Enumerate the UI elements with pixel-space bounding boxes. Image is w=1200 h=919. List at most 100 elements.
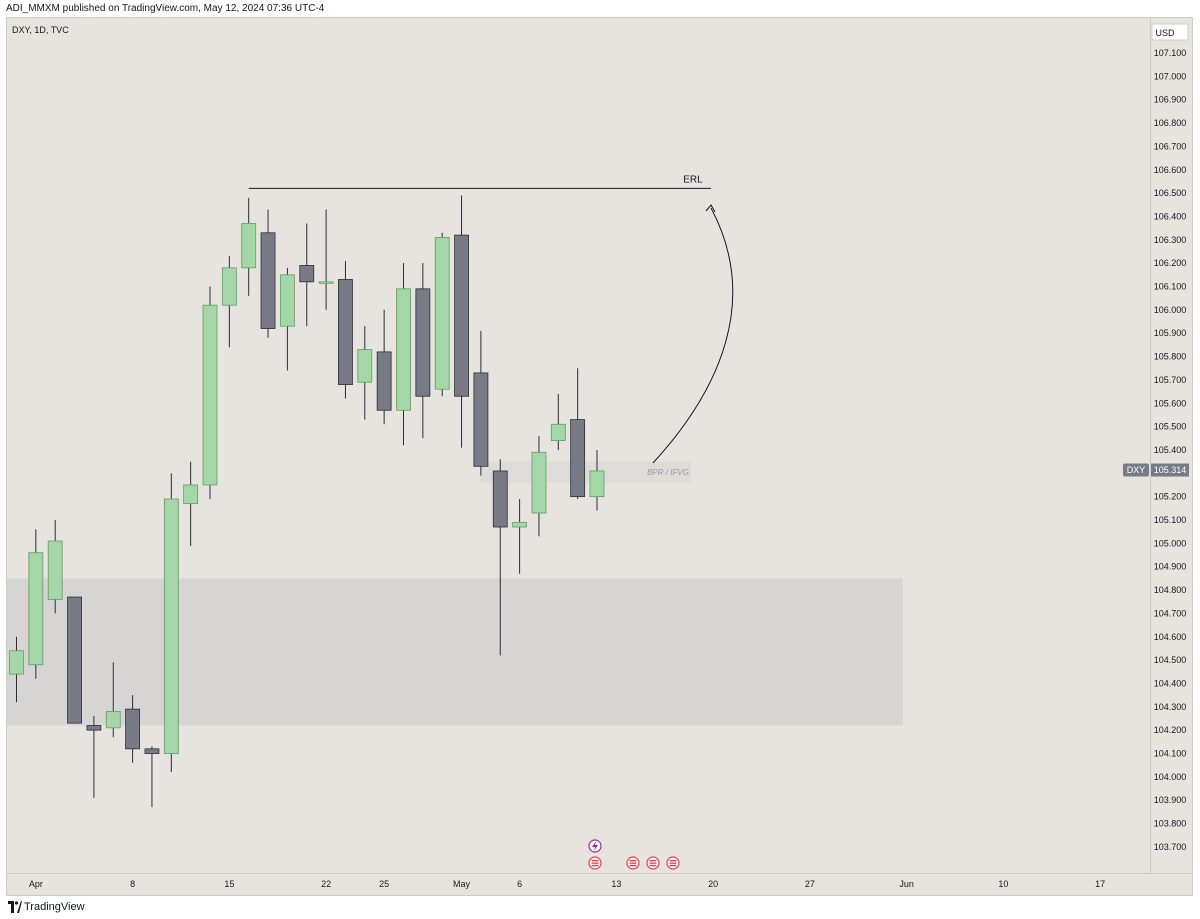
price-tick-label: 104.600: [1154, 632, 1187, 642]
price-tick-label: 106.900: [1154, 95, 1187, 105]
candle-body: [492, 470, 508, 528]
candle-body: [376, 351, 392, 411]
price-tick-label: 105.600: [1154, 398, 1187, 408]
price-tick-label: 104.100: [1154, 749, 1187, 759]
candle-body: [47, 540, 63, 600]
publish-header: ADI_MMXM published on TradingView.com, M…: [0, 0, 1200, 17]
price-tick-label: 106.000: [1154, 305, 1187, 315]
price-tick-label: 106.500: [1154, 188, 1187, 198]
symbol-info: DXY, 1D, TVC: [12, 25, 69, 35]
candle-body: [241, 223, 257, 269]
candle-body: [550, 423, 566, 442]
candle-body: [86, 725, 102, 731]
support-zone: [7, 578, 903, 726]
time-tick-label: 17: [1095, 879, 1105, 889]
price-tick-label: 103.900: [1154, 795, 1187, 805]
footer: TradingView: [0, 896, 1200, 919]
candle-body: [338, 279, 353, 385]
price-tick-label: 105.100: [1154, 515, 1187, 525]
time-tick-label: May: [453, 879, 471, 889]
price-tick-label: 104.700: [1154, 608, 1187, 618]
time-axis[interactable]: Apr 8 15 22 25 May 6 13 20 27 Jun 10 17: [29, 879, 1105, 889]
price-tick-label: 103.800: [1154, 819, 1187, 829]
price-tick-label: 104.800: [1154, 585, 1187, 595]
candle-body: [125, 708, 140, 750]
candlestick-chart[interactable]: BPR / IFVG ERL 107.100 107.000 106.900 106.…: [0, 0, 1200, 896]
time-tick-label: 13: [611, 879, 621, 889]
price-tick-label: 104.200: [1154, 725, 1187, 735]
time-tick-label: 8: [130, 879, 135, 889]
price-tick-label: 104.000: [1154, 772, 1187, 782]
candle-body: [318, 281, 334, 284]
price-tick-label: 105.400: [1154, 445, 1187, 455]
price-tick-label: 105.800: [1154, 352, 1187, 362]
time-tick-label: 6: [517, 879, 522, 889]
projection-arrow[interactable]: [652, 207, 734, 464]
price-axis[interactable]: 107.100 107.000 106.900 106.800 106.700 106.6…: [1154, 48, 1187, 852]
price-tick-label: 105.200: [1154, 492, 1187, 502]
price-tick-label: 105.900: [1154, 328, 1187, 338]
price-tick-label: 106.400: [1154, 211, 1187, 221]
currency-box[interactable]: [1151, 23, 1189, 41]
candle-body: [512, 521, 527, 528]
price-tick-label: 104.900: [1154, 562, 1187, 572]
tradingview-logo-icon: [8, 901, 22, 913]
price-tick-label: 107.000: [1154, 71, 1187, 81]
economic-event-flag-icon[interactable]: [626, 856, 640, 870]
price-tick-label: 104.400: [1154, 678, 1187, 688]
candle-body: [473, 372, 489, 467]
time-tick-label: Jun: [899, 879, 914, 889]
economic-event-flag-icon[interactable]: [588, 856, 602, 870]
candle-body: [260, 232, 276, 329]
candle-body: [396, 288, 411, 411]
candle-body: [454, 234, 469, 397]
price-tick-label: 105.700: [1154, 375, 1187, 385]
time-tick-label: 25: [379, 879, 389, 889]
candle-body: [570, 419, 586, 498]
candle-body: [163, 498, 179, 754]
time-tick-label: Apr: [29, 879, 43, 889]
price-tick-label: 107.100: [1154, 48, 1187, 58]
bpr-ifvg-label: BPR / IFVG: [647, 468, 689, 477]
price-tick-label: 106.300: [1154, 235, 1187, 245]
published-text: ADI_MMXM published on TradingView.com, M…: [6, 3, 325, 14]
currency-label: USD: [1155, 28, 1175, 38]
candle-body: [357, 349, 373, 383]
candle-body: [279, 274, 295, 327]
candle-body: [434, 237, 450, 390]
time-tick-label: 27: [805, 879, 815, 889]
price-tick-label: 106.600: [1154, 165, 1187, 175]
candle-body: [9, 650, 24, 675]
economic-event-flag-icon[interactable]: [666, 856, 680, 870]
arrow-head: [705, 204, 716, 213]
price-tick-label: 106.700: [1154, 141, 1187, 151]
price-tick-label: 106.100: [1154, 282, 1187, 292]
candle-body: [67, 596, 82, 724]
candle-body: [415, 288, 431, 397]
price-tick-label: 105.000: [1154, 538, 1187, 548]
economic-event-flag-icon[interactable]: [646, 856, 660, 870]
price-tick-label: 104.300: [1154, 702, 1187, 712]
price-tick-label: 104.500: [1154, 655, 1187, 665]
symbol-tag: [1123, 463, 1149, 477]
last-price-tag: [1151, 463, 1189, 477]
time-tick-label: 10: [998, 879, 1008, 889]
candle-body: [105, 711, 121, 729]
price-tick-label: 103.700: [1154, 842, 1187, 852]
event-lightning-icon[interactable]: [588, 839, 602, 853]
time-tick-label: 22: [321, 879, 331, 889]
candles-group: [9, 195, 605, 808]
time-tick-label: 15: [224, 879, 234, 889]
price-tick-label: 105.500: [1154, 422, 1187, 432]
candle-body: [299, 265, 315, 283]
candle-body: [183, 484, 199, 505]
candle-body: [144, 748, 160, 754]
candle-body: [531, 451, 547, 514]
time-tick-label: 20: [708, 879, 718, 889]
symbol-tag-text: DXY: [1127, 465, 1146, 475]
price-tick-label: 106.200: [1154, 258, 1187, 268]
candle-body: [28, 552, 44, 666]
erl-label: ERL: [683, 174, 703, 185]
events-group: [588, 839, 680, 870]
candle-body: [221, 267, 237, 306]
